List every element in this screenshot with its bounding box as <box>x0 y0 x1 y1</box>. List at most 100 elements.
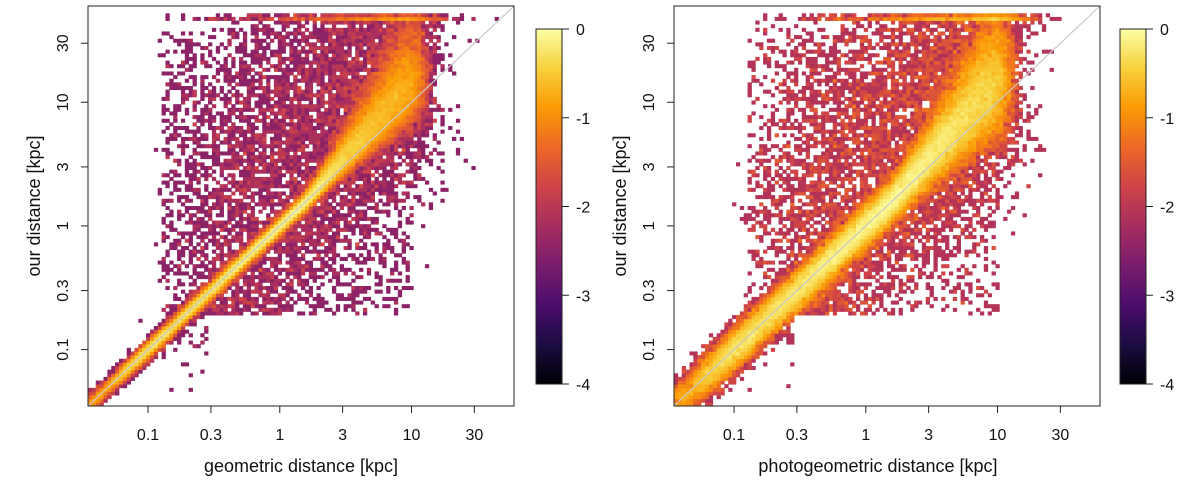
density-cell <box>254 136 259 141</box>
y-tick-label: 30 <box>55 34 72 52</box>
density-cell <box>258 53 263 58</box>
density-cell <box>390 191 395 196</box>
density-cell <box>246 166 252 171</box>
density-cell <box>289 155 294 160</box>
density-cell <box>246 227 252 232</box>
density-cell <box>689 366 694 371</box>
density-cell <box>440 198 445 203</box>
density-cell <box>204 64 209 69</box>
density-cell <box>362 75 368 80</box>
density-cell <box>351 133 356 138</box>
density-cell <box>335 216 341 221</box>
density-cell <box>289 104 294 109</box>
density-cell <box>378 82 383 87</box>
density-cell <box>304 227 310 232</box>
density-cell <box>739 347 745 352</box>
density-cell <box>339 158 344 163</box>
density-cell <box>409 213 414 218</box>
density-cell <box>331 16 337 21</box>
density-cell <box>258 13 263 18</box>
density-cell <box>362 16 368 21</box>
density-cell <box>289 209 294 214</box>
density-cell <box>177 322 182 327</box>
density-cell <box>801 286 807 291</box>
density-cell <box>227 187 232 192</box>
density-cell <box>312 27 317 32</box>
density-cell <box>304 60 310 65</box>
density-cell <box>320 180 325 185</box>
density-cell <box>196 216 201 221</box>
density-cell <box>374 282 379 287</box>
density-cell <box>424 107 430 112</box>
density-cell <box>359 133 364 138</box>
density-cell <box>390 13 395 18</box>
density-cell <box>215 289 221 294</box>
density-cell <box>424 24 430 29</box>
density-cell <box>720 351 725 356</box>
density-cell <box>246 296 252 301</box>
density-cell <box>180 202 186 207</box>
density-cell <box>312 206 317 211</box>
density-cell <box>405 242 410 247</box>
density-cell <box>316 162 321 167</box>
density-cell <box>436 107 441 112</box>
density-cell <box>351 195 356 200</box>
density-cell <box>304 78 310 83</box>
density-cell <box>204 304 209 309</box>
density-cell <box>828 286 834 291</box>
density-cell <box>200 31 205 36</box>
density-cell <box>378 24 383 29</box>
density-cell <box>250 282 255 287</box>
density-cell <box>270 169 275 174</box>
density-cell <box>366 24 372 29</box>
density-cell <box>335 96 341 101</box>
density-cell <box>382 111 387 116</box>
density-cell <box>324 173 329 178</box>
density-cell <box>250 126 255 131</box>
density-cell <box>331 118 337 123</box>
density-cell <box>770 326 776 331</box>
density-cell <box>732 340 737 345</box>
density-cell <box>428 78 434 83</box>
density-cell <box>316 64 321 69</box>
density-cell <box>351 78 356 83</box>
density-cell <box>366 155 372 160</box>
density-cell <box>867 304 872 309</box>
density-cell <box>343 104 348 109</box>
density-cell <box>409 20 414 25</box>
density-cell <box>242 278 248 283</box>
density-cell <box>339 216 344 221</box>
density-cell <box>301 184 306 189</box>
density-cell <box>301 246 306 251</box>
density-cell <box>308 155 314 160</box>
density-cell <box>165 224 170 229</box>
density-cell <box>339 46 344 51</box>
density-cell <box>308 136 314 141</box>
density-cell <box>409 71 414 76</box>
density-cell <box>328 227 333 232</box>
density-cell <box>393 296 399 301</box>
density-cell <box>184 271 190 276</box>
density-cell <box>728 340 733 345</box>
density-cell <box>751 304 756 309</box>
density-cell <box>281 224 286 229</box>
density-cell <box>250 38 255 43</box>
density-cell <box>242 180 248 185</box>
density-cell <box>428 158 434 163</box>
density-cell <box>173 246 178 251</box>
density-cell <box>277 202 283 207</box>
density-cell <box>351 289 356 294</box>
density-cell <box>856 289 861 294</box>
density-cell <box>347 100 352 105</box>
density-cell <box>115 362 120 367</box>
density-cell <box>266 78 271 83</box>
density-cell <box>184 304 190 309</box>
density-cell <box>258 195 263 200</box>
density-cell <box>774 296 779 301</box>
density-cell <box>239 93 244 98</box>
density-cell <box>724 344 729 349</box>
density-cell <box>262 147 267 152</box>
density-cell <box>693 366 698 371</box>
density-cell <box>797 307 803 312</box>
